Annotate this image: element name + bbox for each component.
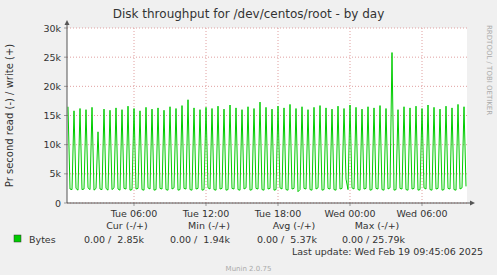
y-tick-label: 20k bbox=[43, 81, 61, 92]
y-grid-line bbox=[67, 115, 467, 116]
y-axis bbox=[67, 24, 68, 203]
y-tick-label: 10k bbox=[43, 139, 61, 150]
stats-header: Cur (-/+) bbox=[106, 220, 148, 231]
y-grid-line bbox=[67, 28, 467, 29]
series-group bbox=[68, 53, 466, 192]
stats-value: 0.00 / 5.37k bbox=[257, 234, 318, 245]
y-axis-arrow bbox=[65, 20, 70, 25]
stats-header: Max (-/+) bbox=[355, 220, 400, 231]
y-grid-line bbox=[67, 173, 467, 174]
watermark: RRDTOOL / TOBI OETIKER bbox=[485, 25, 493, 115]
stats-value: 0.00 / 1.94k bbox=[170, 234, 231, 245]
title: Disk throughput for /dev/centos/root - b… bbox=[113, 7, 385, 21]
last-update: Last update: Wed Feb 19 09:45:06 2025 bbox=[292, 246, 483, 257]
x-tick-label: Wed 06:00 bbox=[396, 208, 447, 219]
background bbox=[0, 0, 497, 275]
footer: Munin 2.0.75 bbox=[226, 265, 272, 273]
y-tick-label: 30k bbox=[43, 23, 61, 34]
stats-value: 0.00 / 25.79k bbox=[342, 234, 406, 245]
y-tick-label: 15k bbox=[43, 110, 61, 121]
grid bbox=[67, 28, 467, 203]
stats-value: 0.00 / 2.85k bbox=[84, 234, 145, 245]
legend-label: Bytes bbox=[29, 234, 56, 245]
plot-area bbox=[67, 28, 467, 203]
x-tick-label: Tue 18:00 bbox=[254, 208, 302, 219]
y-tick-label: 0 bbox=[55, 198, 61, 209]
stats-header: Min (-/+) bbox=[188, 220, 230, 231]
y-grid-line bbox=[67, 86, 467, 87]
y-tick-label: 25k bbox=[43, 52, 61, 63]
chart: Disk throughput for /dev/centos/root - b… bbox=[0, 0, 497, 275]
x-axis-arrow bbox=[470, 201, 475, 206]
x-axis bbox=[67, 203, 471, 204]
y-grid-line bbox=[67, 57, 467, 58]
y-axis-label: Pr second read (-) / write (+) bbox=[4, 44, 15, 187]
legend-swatch bbox=[14, 235, 21, 242]
y-tick-label: 5k bbox=[49, 168, 61, 179]
x-tick-label: Wed 00:00 bbox=[324, 208, 375, 219]
stats-header: Avg (-/+) bbox=[273, 220, 316, 231]
x-tick-label: Tue 12:00 bbox=[182, 208, 230, 219]
series-line bbox=[68, 53, 466, 192]
x-tick-label: Tue 06:00 bbox=[110, 208, 158, 219]
